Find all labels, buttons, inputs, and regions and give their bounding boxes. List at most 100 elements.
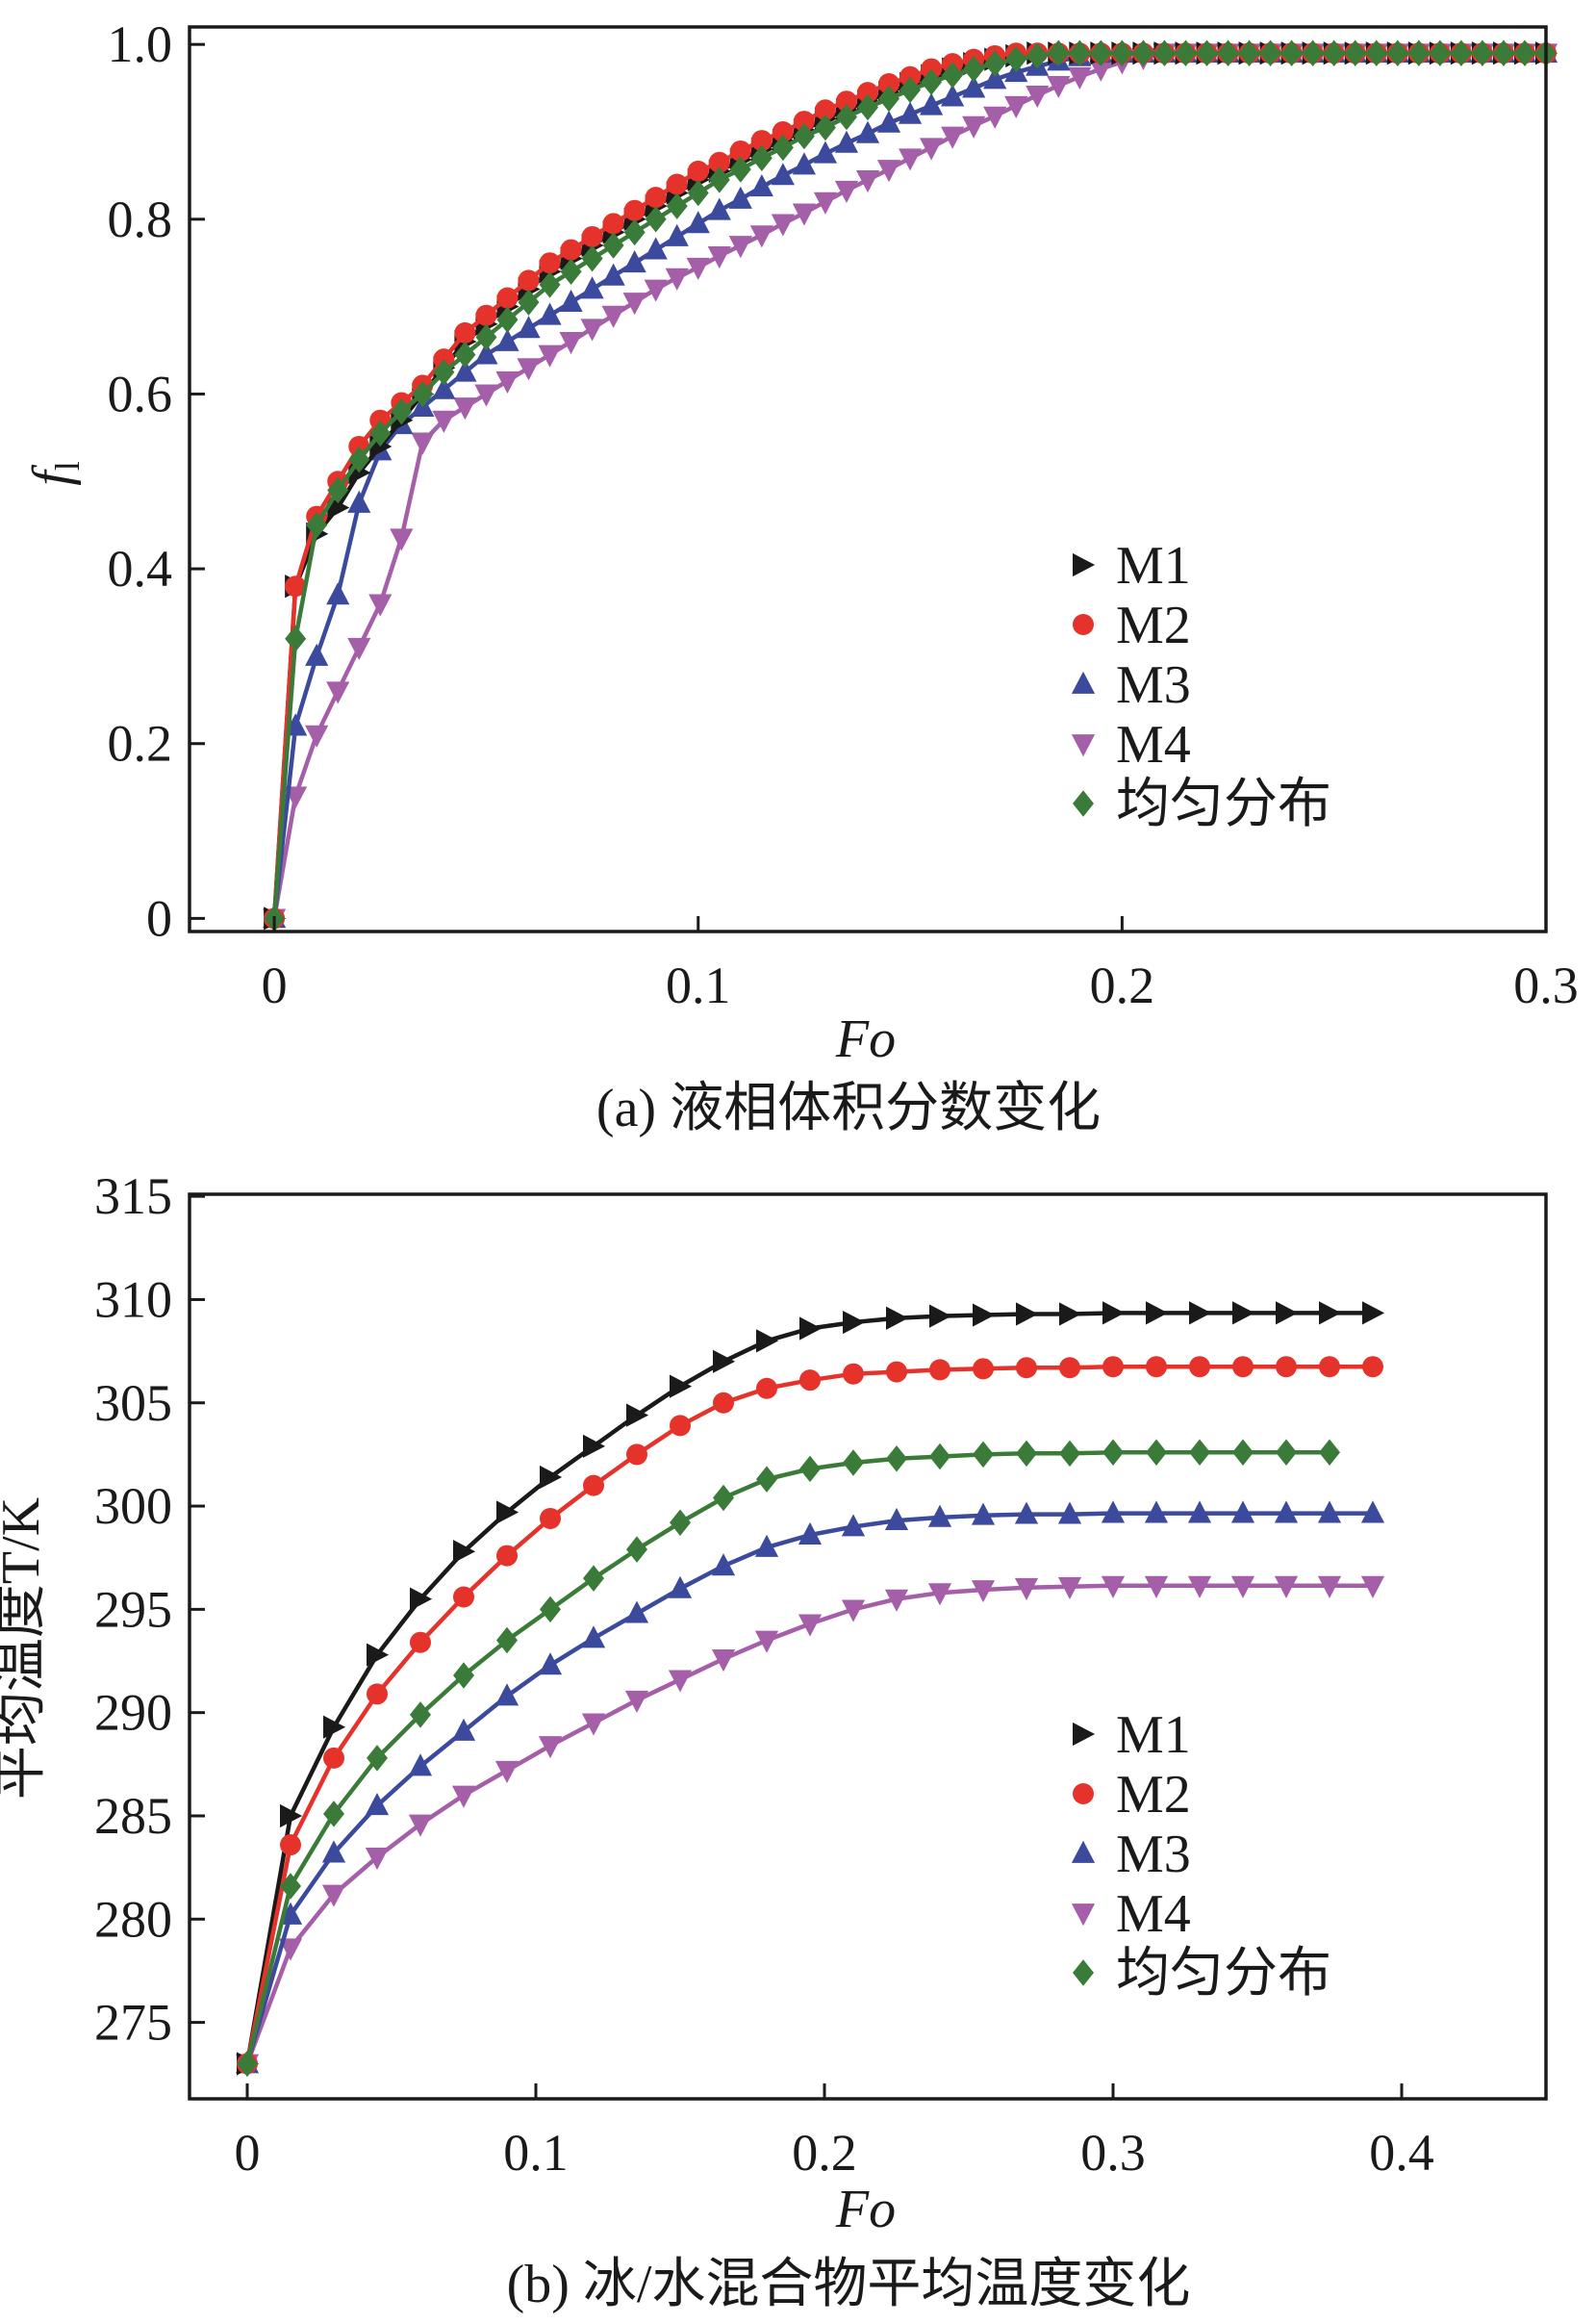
x-tick-label: 0.2 (1090, 957, 1155, 1014)
y-tick-label: 1.0 (108, 15, 173, 73)
data-point (1274, 1575, 1299, 1598)
data-point (540, 1596, 561, 1623)
data-point (1048, 39, 1070, 66)
data-point (1323, 39, 1345, 66)
legend-marker (1071, 1903, 1096, 1927)
y-axis-label: fl (22, 461, 87, 486)
data-point (538, 302, 562, 325)
data-point (899, 76, 922, 104)
data-point (581, 1713, 606, 1736)
data-point (941, 126, 965, 149)
data-point (1302, 39, 1324, 66)
data-point (708, 151, 730, 173)
data-point (367, 1683, 388, 1705)
data-point (348, 446, 370, 473)
data-point (713, 1392, 734, 1414)
data-point (1059, 1302, 1082, 1326)
data-point (754, 1534, 779, 1557)
data-point (1014, 1577, 1039, 1601)
data-point (898, 148, 923, 171)
data-point (453, 1662, 474, 1689)
y-tick-label: 0.2 (108, 715, 173, 773)
data-point (668, 1575, 693, 1598)
data-point (898, 101, 923, 124)
data-point (1187, 1500, 1212, 1523)
data-point (1068, 66, 1092, 89)
data-point (280, 1834, 301, 1856)
data-point (539, 252, 561, 274)
data-point (772, 120, 794, 142)
series-line (271, 50, 1546, 919)
series-均匀分布 (264, 39, 1557, 932)
data-point (1259, 39, 1281, 66)
data-point (927, 1504, 952, 1527)
data-point (668, 1670, 693, 1693)
data-point (580, 319, 604, 342)
data-point (475, 304, 497, 326)
data-point (919, 138, 944, 161)
data-point (1146, 1439, 1167, 1467)
data-point (326, 582, 350, 605)
data-point (884, 1507, 909, 1530)
data-point (644, 279, 668, 302)
data-point (708, 166, 730, 193)
data-point (666, 173, 688, 195)
data-point (1101, 1500, 1126, 1523)
data-point (601, 263, 625, 286)
data-point (750, 130, 773, 152)
y-tick-label: 275 (94, 1994, 172, 2052)
data-point (841, 1599, 866, 1622)
data-point (666, 192, 688, 219)
data-point (843, 1449, 864, 1476)
legend-item: M4 (1071, 715, 1191, 775)
data-point (798, 1521, 823, 1545)
data-point (453, 1540, 476, 1564)
data-point (410, 1701, 431, 1728)
data-point (391, 397, 413, 425)
data-point (1189, 1356, 1210, 1378)
data-point (432, 376, 456, 399)
data-point (365, 1848, 390, 1871)
data-point (1102, 1356, 1124, 1378)
data-point (1280, 39, 1303, 66)
legend-marker (1073, 1959, 1094, 1986)
data-point (799, 1369, 821, 1392)
series-line (271, 50, 1546, 919)
data-point (1175, 39, 1197, 66)
data-point (756, 1377, 777, 1399)
data-point (583, 1474, 604, 1496)
data-point (475, 323, 497, 351)
chart-panel-b: 0 0.1 0.2 0.3 0.4 275 280 285 290 295 300 305 310 315… (0, 1167, 1548, 2314)
data-point (670, 1509, 691, 1536)
data-point (367, 1643, 390, 1667)
legend-item: M2 (1073, 596, 1191, 655)
data-point (518, 289, 540, 316)
data-point (280, 1803, 303, 1828)
data-point (983, 66, 1007, 89)
data-point (921, 68, 943, 95)
data-point (323, 1747, 344, 1769)
y-tick-label: 310 (94, 1270, 172, 1328)
data-point (474, 342, 498, 365)
data-point (454, 321, 476, 344)
series-M4 (263, 43, 1558, 932)
series-M1 (264, 41, 1558, 931)
data-point (973, 1441, 994, 1468)
data-point (410, 1587, 433, 1611)
data-point (517, 316, 541, 339)
data-point (886, 1361, 907, 1383)
data-point (962, 75, 986, 98)
data-point (323, 1800, 344, 1827)
x-tick-label: 0 (235, 2124, 261, 2182)
data-point (749, 225, 773, 248)
data-point (237, 2050, 258, 2078)
legend-label: 均匀分布 (1116, 775, 1331, 834)
legend-item: M2 (1073, 1765, 1191, 1825)
data-point (410, 1631, 431, 1653)
data-point (432, 410, 456, 433)
data-point (843, 1310, 866, 1335)
chart-panel-a: 0 0.1 0.2 0.3 0 0.2 0.4 0.6 0.8 1.0 Fo fl (a) 液相体积分数… (22, 15, 1579, 1138)
data-point (754, 1630, 779, 1653)
data-point (927, 1583, 952, 1606)
